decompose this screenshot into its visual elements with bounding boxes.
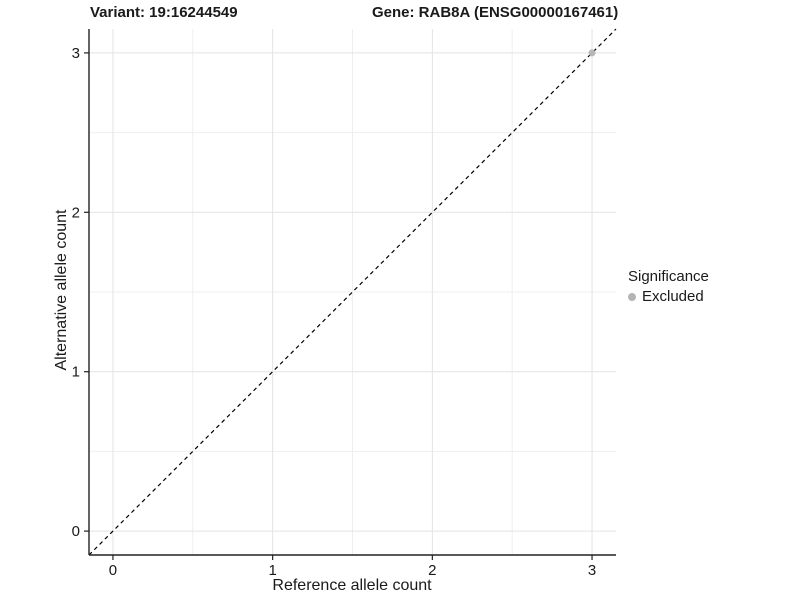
x-axis-title: Reference allele count — [272, 577, 432, 594]
x-tick-label: 2 — [428, 562, 436, 579]
legend-item-excluded: Excluded — [628, 288, 709, 305]
variant-title: Variant: 19:16244549 — [90, 4, 238, 21]
legend: Significance Excluded — [628, 268, 709, 305]
legend-item-label: Excluded — [642, 288, 704, 305]
legend-point-icon — [628, 292, 636, 301]
y-tick-label: 1 — [72, 364, 80, 381]
x-tick-label: 3 — [588, 562, 596, 579]
x-tick-label: 1 — [268, 562, 276, 579]
data-point-excluded — [588, 49, 596, 57]
gene-title: Gene: RAB8A (ENSG00000167461) — [372, 4, 619, 21]
y-axis-title: Alternative allele count — [53, 209, 70, 371]
y-tick-label: 3 — [72, 45, 80, 62]
x-tick-label: 0 — [109, 562, 117, 579]
y-tick-label: 2 — [72, 204, 80, 221]
legend-title: Significance — [628, 268, 709, 285]
y-tick-label: 0 — [72, 523, 80, 540]
